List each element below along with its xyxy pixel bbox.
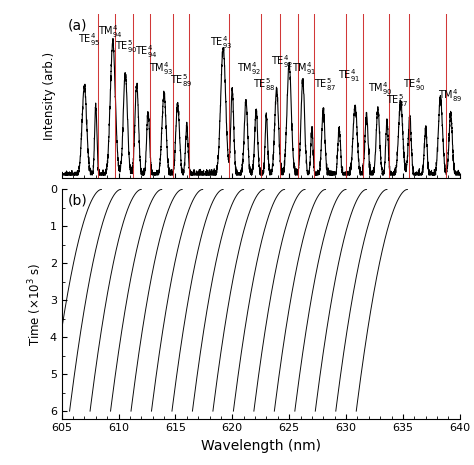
Text: TM$^4_{90}$: TM$^4_{90}$ <box>368 80 392 97</box>
Text: (a): (a) <box>68 19 87 33</box>
Text: TM$^4_{93}$: TM$^4_{93}$ <box>149 60 174 77</box>
Y-axis label: Intensity (arb.): Intensity (arb.) <box>43 52 56 140</box>
Text: TE$^5_{87}$: TE$^5_{87}$ <box>314 76 337 93</box>
Text: TE$^5_{89}$: TE$^5_{89}$ <box>170 72 192 89</box>
Text: TM$^4_{94}$: TM$^4_{94}$ <box>98 23 123 40</box>
X-axis label: Wavelength (nm): Wavelength (nm) <box>201 439 321 453</box>
Text: TE$^4_{93}$: TE$^4_{93}$ <box>210 34 232 51</box>
Text: TE$^4_{90}$: TE$^4_{90}$ <box>403 76 426 93</box>
Text: TE$^5_{88}$: TE$^5_{88}$ <box>253 76 275 93</box>
Text: TE$^4_{94}$: TE$^4_{94}$ <box>135 44 157 60</box>
Text: TE$^4_{91}$: TE$^4_{91}$ <box>338 66 361 84</box>
Text: TM$^4_{92}$: TM$^4_{92}$ <box>237 60 262 77</box>
Text: (b): (b) <box>68 194 87 208</box>
Text: TE$^5_{87}$: TE$^5_{87}$ <box>386 93 409 109</box>
Text: TE$^4_{95}$: TE$^4_{95}$ <box>78 31 100 48</box>
Text: TM$^4_{89}$: TM$^4_{89}$ <box>438 87 463 104</box>
Text: TM$^4_{91}$: TM$^4_{91}$ <box>292 60 316 77</box>
Text: TE$^5_{90}$: TE$^5_{90}$ <box>115 38 138 55</box>
Text: TE$^4_{92}$: TE$^4_{92}$ <box>271 53 293 70</box>
Y-axis label: Time (×10$^3$ s): Time (×10$^3$ s) <box>27 262 44 345</box>
